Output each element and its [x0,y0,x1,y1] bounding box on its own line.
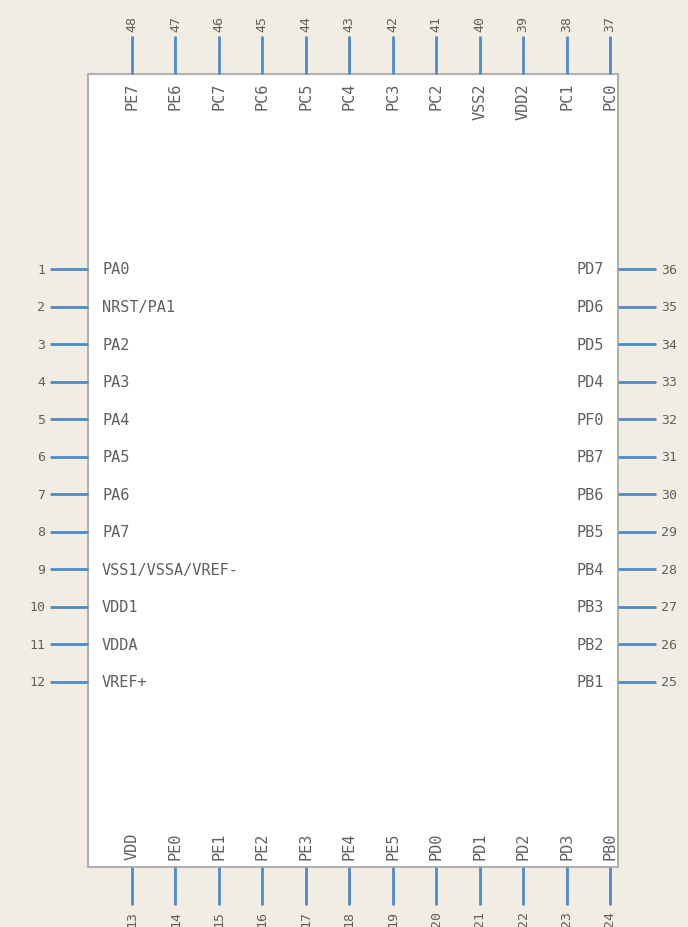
Text: 35: 35 [661,300,677,313]
Text: PC6: PC6 [255,83,270,110]
Text: PB5: PB5 [577,525,604,540]
Text: 3: 3 [37,338,45,351]
Text: PD4: PD4 [577,375,604,389]
Text: PB7: PB7 [577,450,604,464]
Text: PD6: PD6 [577,299,604,314]
Text: 26: 26 [661,639,677,652]
Text: PC7: PC7 [211,83,226,110]
Text: PD5: PD5 [577,337,604,352]
Text: PA7: PA7 [102,525,129,540]
Text: 11: 11 [29,639,45,652]
Text: 6: 6 [37,451,45,464]
Text: 34: 34 [661,338,677,351]
Text: 36: 36 [661,263,677,276]
Text: 41: 41 [430,16,442,32]
Text: 15: 15 [213,910,226,926]
Text: 16: 16 [256,910,269,926]
Text: 45: 45 [256,16,269,32]
Text: VDD2: VDD2 [515,83,530,120]
Text: 17: 17 [299,910,312,926]
Text: PB2: PB2 [577,637,604,653]
Text: 5: 5 [37,413,45,426]
Text: 40: 40 [473,16,486,32]
Text: VDD: VDD [125,832,140,859]
Text: 39: 39 [517,16,530,32]
Text: 33: 33 [661,375,677,388]
Text: PC0: PC0 [603,83,618,110]
Text: VDD1: VDD1 [102,600,138,615]
Text: NRST/PA1: NRST/PA1 [102,299,175,314]
Text: PE4: PE4 [342,832,357,859]
Text: 14: 14 [169,910,182,926]
Text: PE5: PE5 [385,832,400,859]
Text: VSS1/VSSA/VREF-: VSS1/VSSA/VREF- [102,563,239,578]
Text: 42: 42 [386,16,399,32]
Text: PD3: PD3 [559,832,574,859]
Text: PA6: PA6 [102,488,129,502]
Text: 10: 10 [29,601,45,614]
Text: PE1: PE1 [211,832,226,859]
Text: 28: 28 [661,564,677,577]
Text: PD7: PD7 [577,262,604,277]
Text: 22: 22 [517,910,530,926]
Text: PC5: PC5 [299,83,313,110]
Text: PA4: PA4 [102,413,129,427]
Text: PB0: PB0 [603,832,618,859]
Text: 27: 27 [661,601,677,614]
Text: PD1: PD1 [472,832,487,859]
Text: 29: 29 [661,526,677,539]
Text: PE6: PE6 [168,83,183,110]
Text: PA0: PA0 [102,262,129,277]
Text: PF0: PF0 [577,413,604,427]
Text: PC3: PC3 [385,83,400,110]
Text: 19: 19 [386,910,399,926]
Text: PE3: PE3 [299,832,313,859]
Text: 25: 25 [661,676,677,689]
Text: 47: 47 [169,16,182,32]
Text: 30: 30 [661,489,677,502]
Text: 20: 20 [430,910,442,926]
Text: PC4: PC4 [342,83,357,110]
Text: 21: 21 [473,910,486,926]
Text: 2: 2 [37,300,45,313]
Text: PC1: PC1 [559,83,574,110]
Text: 18: 18 [343,910,356,926]
Text: 12: 12 [29,676,45,689]
Text: 4: 4 [37,375,45,388]
Text: 31: 31 [661,451,677,464]
Text: VREF+: VREF+ [102,675,148,690]
Text: 46: 46 [213,16,226,32]
Text: 37: 37 [603,16,616,32]
Bar [88,75,618,867]
Text: PA3: PA3 [102,375,129,389]
Text: PD2: PD2 [515,832,530,859]
Text: 48: 48 [125,16,138,32]
Text: 44: 44 [299,16,312,32]
Text: 1: 1 [37,263,45,276]
Text: 32: 32 [661,413,677,426]
Text: 7: 7 [37,489,45,502]
Text: PA2: PA2 [102,337,129,352]
Text: VDDA: VDDA [102,637,138,653]
Text: 8: 8 [37,526,45,539]
Text: PC2: PC2 [429,83,444,110]
Text: VSS2: VSS2 [472,83,487,120]
Text: 24: 24 [603,910,616,926]
Text: PB6: PB6 [577,488,604,502]
Text: PB4: PB4 [577,563,604,578]
Text: PD0: PD0 [429,832,444,859]
Text: 23: 23 [560,910,573,926]
Text: PE7: PE7 [125,83,140,110]
Text: PB1: PB1 [577,675,604,690]
Text: 38: 38 [560,16,573,32]
Text: PA5: PA5 [102,450,129,464]
Text: 9: 9 [37,564,45,577]
Text: 43: 43 [343,16,356,32]
Text: 13: 13 [125,910,138,926]
Text: PE2: PE2 [255,832,270,859]
Text: PE0: PE0 [168,832,183,859]
Text: PB3: PB3 [577,600,604,615]
